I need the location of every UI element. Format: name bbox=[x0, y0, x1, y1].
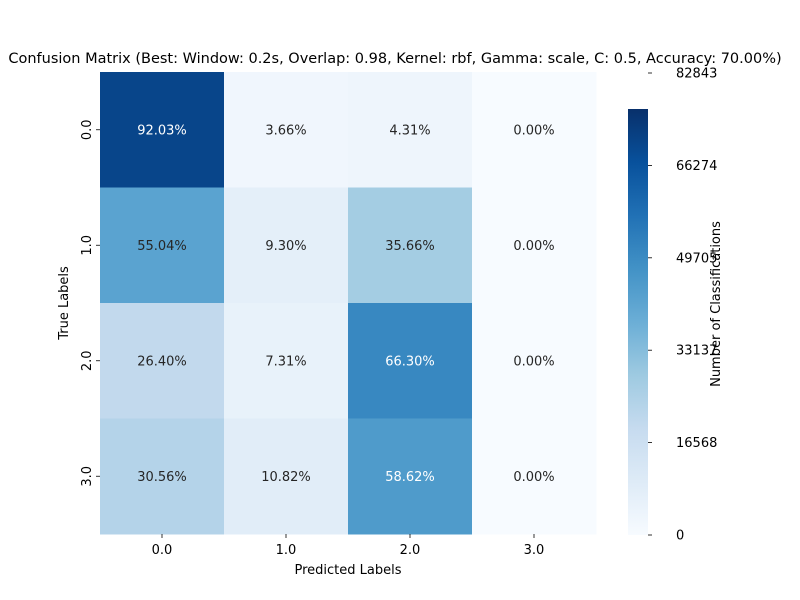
heatmap-cell bbox=[224, 303, 349, 419]
colorbar-tick-label: 82843 bbox=[676, 67, 717, 82]
cell-label: 0.00% bbox=[513, 470, 554, 485]
colorbar-tick-label: 0 bbox=[676, 529, 684, 544]
x-tick-label: 2.0 bbox=[400, 543, 421, 558]
x-axis-label: Predicted Labels bbox=[294, 563, 401, 578]
cell-label: 58.62% bbox=[385, 470, 435, 485]
cell-label: 9.30% bbox=[265, 239, 306, 254]
heatmap-cell bbox=[472, 303, 597, 419]
colorbar-tick-label: 49705 bbox=[676, 251, 717, 266]
cell-label: 55.04% bbox=[137, 239, 187, 254]
heatmap-cell bbox=[100, 418, 225, 535]
y-tick-label: 3.0 bbox=[80, 466, 95, 487]
cell-label: 4.31% bbox=[389, 123, 430, 138]
heatmap-cell bbox=[224, 187, 349, 304]
heatmap-cell bbox=[224, 72, 349, 188]
y-tick-label: 0.0 bbox=[80, 119, 95, 140]
cell-label: 7.31% bbox=[265, 354, 306, 369]
y-axis-label: True Labels bbox=[57, 266, 72, 341]
colorbar-ticks: 0 16568 33137 49705 66274 82843 bbox=[648, 67, 717, 544]
heatmap-cell-labels: 92.03% 3.66% 4.31% 0.00% 55.04% 9.30% 35.66% 0.… bbox=[137, 123, 554, 485]
cell-label: 92.03% bbox=[137, 123, 187, 138]
colorbar-label: Number of Classifications bbox=[709, 221, 724, 387]
cell-label: 26.40% bbox=[137, 354, 187, 369]
cell-label: 3.66% bbox=[265, 123, 306, 138]
cell-label: 30.56% bbox=[137, 470, 187, 485]
colorbar-tick-label: 33137 bbox=[676, 344, 717, 359]
heatmap-cell bbox=[472, 187, 597, 304]
x-tick-label: 3.0 bbox=[524, 543, 545, 558]
heatmap-cell bbox=[348, 187, 473, 304]
heatmap-cell bbox=[348, 418, 473, 535]
cell-label: 0.00% bbox=[513, 354, 554, 369]
colorbar bbox=[628, 109, 648, 535]
heatmap-cell bbox=[348, 303, 473, 419]
y-tick-label: 1.0 bbox=[80, 235, 95, 256]
heatmap-cell bbox=[224, 418, 349, 535]
x-tick-label: 0.0 bbox=[152, 543, 173, 558]
cell-label: 0.00% bbox=[513, 239, 554, 254]
heatmap-cell bbox=[100, 303, 225, 419]
x-axis-ticks: 0.0 1.0 2.0 3.0 bbox=[152, 534, 545, 558]
heatmap-cell bbox=[472, 72, 597, 188]
heatmap-cell bbox=[348, 72, 473, 188]
heatmap-cells bbox=[100, 72, 597, 535]
cell-label: 10.82% bbox=[261, 470, 311, 485]
x-tick-label: 1.0 bbox=[276, 543, 297, 558]
chart-title: Confusion Matrix (Best: Window: 0.2s, Ov… bbox=[8, 51, 781, 67]
cell-label: 35.66% bbox=[385, 239, 435, 254]
heatmap-cell bbox=[100, 187, 225, 304]
heatmap-cell bbox=[472, 418, 597, 535]
heatmap-cell bbox=[100, 72, 225, 188]
y-axis-ticks: 0.0 1.0 2.0 3.0 bbox=[80, 119, 100, 487]
cell-label: 66.30% bbox=[385, 354, 435, 369]
cell-label: 0.00% bbox=[513, 123, 554, 138]
y-tick-label: 2.0 bbox=[80, 350, 95, 371]
colorbar-tick-label: 16568 bbox=[676, 436, 717, 451]
colorbar-tick-label: 66274 bbox=[676, 159, 717, 174]
